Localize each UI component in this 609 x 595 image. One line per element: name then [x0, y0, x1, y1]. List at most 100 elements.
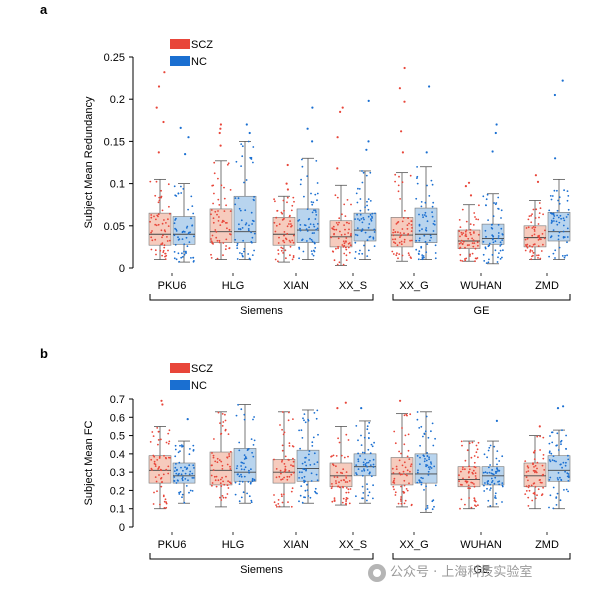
data-point	[483, 260, 486, 262]
data-point	[488, 471, 491, 474]
data-point	[368, 472, 371, 474]
data-point	[369, 459, 371, 462]
data-point	[212, 217, 215, 220]
data-point	[431, 205, 434, 208]
data-point	[488, 446, 491, 449]
data-point	[398, 472, 401, 474]
data-point	[297, 220, 300, 222]
data-point	[223, 483, 226, 486]
data-point	[281, 247, 284, 250]
data-point	[333, 259, 336, 262]
data-point	[219, 496, 221, 499]
data-point	[432, 499, 435, 502]
data-point	[403, 491, 406, 494]
data-point	[550, 198, 553, 201]
data-point	[226, 493, 229, 495]
data-point	[416, 182, 419, 185]
data-point	[191, 224, 194, 227]
data-point	[281, 428, 283, 431]
data-point	[177, 451, 180, 454]
data-point	[358, 188, 361, 190]
data-point	[556, 444, 558, 447]
data-point	[567, 208, 570, 211]
data-point	[273, 221, 276, 224]
data-point	[299, 224, 302, 226]
data-point	[538, 216, 540, 219]
group-bracket-siemens	[149, 294, 374, 301]
data-point	[153, 215, 155, 218]
data-point	[331, 227, 334, 230]
data-point	[416, 455, 419, 457]
legend-swatch-nc	[170, 380, 190, 390]
data-point	[525, 476, 528, 478]
data-point	[284, 249, 287, 252]
data-point	[224, 496, 227, 499]
data-point	[567, 213, 569, 216]
data-point	[400, 500, 402, 502]
data-point	[285, 238, 288, 241]
data-point	[422, 255, 425, 257]
data-point	[163, 244, 166, 247]
outlier-point	[562, 405, 565, 408]
data-point	[484, 229, 487, 232]
data-point	[563, 256, 566, 259]
data-point	[361, 181, 364, 184]
data-point	[399, 198, 401, 200]
data-point	[400, 496, 402, 498]
data-point	[529, 251, 531, 253]
data-point	[526, 237, 529, 240]
data-point	[185, 251, 187, 254]
data-point	[567, 454, 569, 457]
data-point	[218, 216, 220, 218]
outlier-point	[469, 194, 473, 197]
data-point	[539, 207, 542, 210]
data-point	[300, 429, 303, 432]
data-point	[217, 198, 220, 201]
y-tick-label: 0	[119, 522, 125, 534]
data-point	[423, 214, 426, 216]
data-point	[567, 458, 570, 461]
data-point	[537, 239, 540, 241]
data-point	[494, 203, 497, 206]
data-point	[182, 469, 184, 472]
data-point	[431, 215, 434, 218]
data-point	[403, 241, 406, 243]
box-scz-xx_s	[329, 106, 353, 266]
data-point	[178, 493, 181, 495]
box-nc-zmd	[547, 79, 571, 260]
data-point	[533, 482, 536, 484]
data-point	[275, 224, 278, 227]
data-point	[193, 235, 195, 238]
data-point	[559, 214, 562, 217]
data-point	[402, 217, 405, 219]
data-point	[487, 480, 489, 483]
data-point	[184, 466, 186, 469]
data-point	[218, 239, 221, 242]
data-point	[403, 484, 406, 487]
box-nc-wuhan	[481, 419, 505, 508]
data-point	[210, 253, 212, 256]
data-point	[534, 217, 537, 219]
data-point	[157, 430, 160, 433]
data-point	[181, 231, 184, 233]
data-point	[409, 413, 412, 416]
data-point	[559, 441, 562, 443]
data-point	[496, 261, 499, 263]
data-point	[226, 222, 228, 224]
data-point	[342, 263, 345, 266]
data-point	[335, 222, 338, 224]
data-point	[367, 437, 370, 439]
data-point	[287, 501, 289, 503]
outlier-point	[187, 136, 190, 139]
data-point	[392, 253, 395, 255]
data-point	[403, 414, 406, 417]
data-point	[394, 173, 397, 176]
data-point	[181, 445, 183, 448]
data-point	[557, 238, 560, 241]
box-scz-xx_g	[390, 399, 414, 508]
data-point	[461, 260, 464, 262]
data-point	[219, 482, 222, 485]
data-point	[154, 194, 157, 197]
data-point	[344, 246, 347, 249]
data-point	[212, 456, 215, 459]
